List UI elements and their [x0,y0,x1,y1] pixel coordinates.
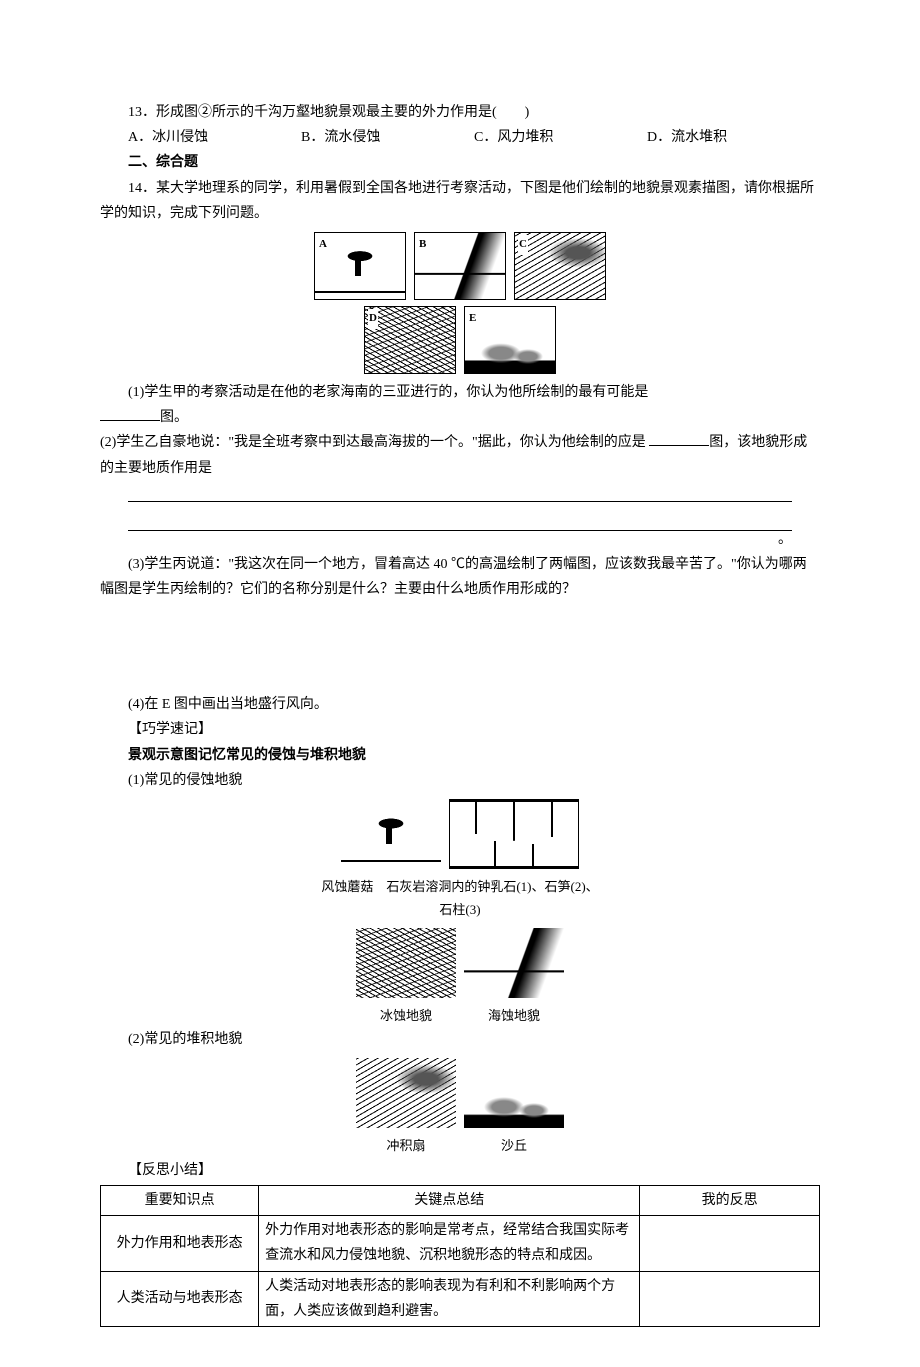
row2-c1: 人类活动与地表形态 [101,1271,259,1326]
erosion-coast [464,928,564,998]
q14-image-row-1: A B C [100,232,820,300]
table-row: 外力作用和地表形态 外力作用对地表形态的影响是常考点，经常结合我国实际考查流水和… [101,1216,820,1271]
q14-image-row-2: D E [100,306,820,374]
q14-sub2: (2)学生乙自豪地说："我是全班考察中到达最高海拔的一个。"据此，你认为他绘制的… [100,430,820,480]
q14-image-e: E [464,306,556,374]
erosion-row-2 [100,928,820,998]
row1-c1: 外力作用和地表形态 [101,1216,259,1271]
q13-text: 13．形成图②所示的千沟万壑地貌景观最主要的外力作用是( ) [100,100,820,125]
q14-image-c-label: C [518,235,528,255]
coast-sketch [415,233,505,299]
glacier-sketch [365,307,455,373]
erosion-cave [449,799,579,869]
erosion-caption-1-text: 风蚀蘑菇 石灰岩溶洞内的钟乳石(1)、石笋(2)、石柱(3) [320,875,600,922]
dune-sketch [465,307,555,373]
fan-icon [356,1058,456,1128]
q14-sub4: (4)在 E 图中画出当地盛行风向。 [100,692,820,717]
erosion-caption-1: 风蚀蘑菇 石灰岩溶洞内的钟乳石(1)、石笋(2)、石柱(3) [100,875,820,922]
q14-sub2-text-a: (2)学生乙自豪地说："我是全班考察中到达最高海拔的一个。"据此，你认为他绘制的… [100,435,646,450]
erosion-mushroom [341,799,441,869]
th-1: 重要知识点 [101,1185,259,1215]
deposition-dune [464,1058,564,1128]
th-2: 关键点总结 [259,1185,640,1215]
deposition-fan [356,1058,456,1128]
q13-option-a: A．冰川侵蚀 [128,125,301,150]
q14-sub1-text-b: 图。 [160,410,188,425]
q14-sub2-blank-1[interactable] [649,445,709,446]
cave-icon [450,800,578,868]
row1-c2: 外力作用对地表形态的影响是常考点，经常结合我国实际考查流水和风力侵蚀地貌、沉积地… [259,1216,640,1271]
q13-options: A．冰川侵蚀 B．流水侵蚀 C．风力堆积 D．流水堆积 [100,125,820,150]
erosion-caption-2: 冰蚀地貌 海蚀地貌 [100,1004,820,1027]
mushroom-icon [341,799,441,869]
q14-sub3: (3)学生丙说道："我这次在同一个地方，冒着高达 40 ℃的高温绘制了两幅图，应… [100,552,820,602]
deposition-caption-b: 沙丘 [464,1134,564,1157]
q14-sub2-blank-line-1[interactable] [128,501,792,502]
reflection-heading: 【反思小结】 [100,1158,820,1183]
erosion-row-1 [100,799,820,869]
q14-image-d: D [364,306,456,374]
row1-c3[interactable] [640,1216,820,1271]
tips-title: 景观示意图记忆常见的侵蚀与堆积地貌 [100,743,820,768]
erosion-heading: (1)常见的侵蚀地貌 [100,768,820,793]
q13-option-c: C．风力堆积 [474,125,647,150]
row2-c3[interactable] [640,1271,820,1326]
deposition-row [100,1058,820,1128]
coast-icon [464,928,564,998]
q14-sub2-period: 。 [100,527,820,552]
q14-sub3-answer-space[interactable] [100,602,820,692]
q14-sub1-blank[interactable] [100,420,160,421]
glacier-icon [356,928,456,998]
q14-image-e-label: E [468,309,477,329]
row2-c2: 人类活动对地表形态的影响表现为有利和不利影响两个方面，人类应该做到趋利避害。 [259,1271,640,1326]
q14-intro: 14．某大学地理系的同学，利用暑假到全国各地进行考察活动，下图是他们绘制的地貌景… [100,176,820,226]
q14-image-a: A [314,232,406,300]
fan-sketch [515,233,605,299]
q14-image-c: C [514,232,606,300]
deposition-caption: 冲积扇 沙丘 [100,1134,820,1157]
table-header-row: 重要知识点 关键点总结 我的反思 [101,1185,820,1215]
reflection-table: 重要知识点 关键点总结 我的反思 外力作用和地表形态 外力作用对地表形态的影响是… [100,1185,820,1327]
q13-option-b: B．流水侵蚀 [301,125,474,150]
mushroom-rock-sketch [315,233,405,299]
q14-image-a-label: A [318,235,328,255]
table-row: 人类活动与地表形态 人类活动对地表形态的影响表现为有利和不利影响两个方面，人类应… [101,1271,820,1326]
q14-image-b: B [414,232,506,300]
q14-image-b-label: B [418,235,427,255]
erosion-glacier [356,928,456,998]
deposition-heading: (2)常见的堆积地貌 [100,1027,820,1052]
erosion-caption-2a: 冰蚀地貌 [356,1004,456,1027]
section-2-heading: 二、综合题 [100,150,820,175]
th-3: 我的反思 [640,1185,820,1215]
dune-icon [464,1058,564,1128]
q14-image-d-label: D [368,309,378,329]
q14-sub1-text-a: (1)学生甲的考察活动是在他的老家海南的三亚进行的，你认为他所绘制的最有可能是 [100,380,648,405]
tips-heading: 【巧学速记】 [100,717,820,742]
deposition-caption-a: 冲积扇 [356,1134,456,1157]
erosion-caption-2b: 海蚀地貌 [464,1004,564,1027]
q13-option-d: D．流水堆积 [647,125,820,150]
q14-sub1: (1)学生甲的考察活动是在他的老家海南的三亚进行的，你认为他所绘制的最有可能是 … [100,380,820,430]
